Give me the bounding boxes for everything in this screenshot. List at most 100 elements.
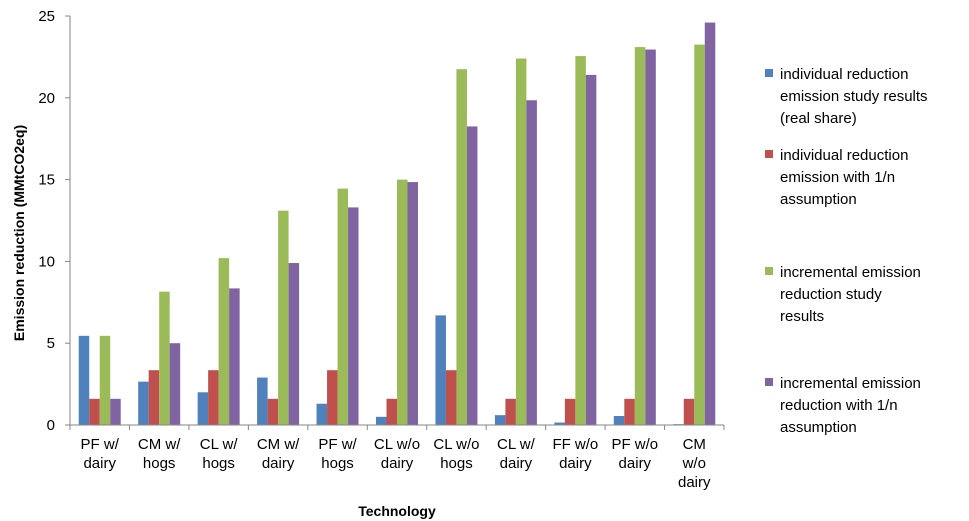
x-tick-label: CL w/hogs — [200, 436, 239, 472]
bar-series-2 — [386, 398, 397, 425]
bar-series-1 — [197, 392, 209, 425]
x-tick-label-line: CL w/ — [497, 436, 536, 453]
x-tick-label: PF w/o dairy — [611, 436, 658, 472]
bar-series-3 — [278, 210, 289, 425]
legend-item-3: incremental emission reduction study resul… — [765, 264, 921, 325]
y-tick-label: 10 — [38, 253, 55, 270]
y-axis-title: Emission reduction (MMtCO2eq) — [11, 125, 27, 341]
y-tick-label: 25 — [38, 8, 55, 25]
x-tick-label-line: PF w/o — [611, 436, 658, 453]
legend-label: incremental emission reduction study resul… — [780, 264, 921, 325]
legend-item-4: incremental emission reduction with 1/n as… — [765, 375, 921, 436]
x-tick-label-line: CM — [683, 436, 706, 453]
bar-series-4 — [407, 182, 418, 425]
bar-series-3 — [456, 69, 467, 426]
x-tick-label-line: PF w/ — [318, 436, 357, 453]
x-tick-label-line: hogs — [202, 455, 235, 472]
legend-item-1: individual reduction emission study resul… — [765, 66, 928, 127]
bar-series-4 — [704, 22, 716, 425]
bar-series-4 — [526, 100, 537, 425]
x-tick-label-line: hogs — [143, 455, 176, 472]
bar-series-4 — [466, 126, 478, 426]
x-tick-label: PF w/hogs — [318, 436, 357, 472]
y-tick-label: 0 — [47, 417, 55, 434]
legend: individual reduction emission study resul… — [765, 66, 928, 436]
legend-swatch — [765, 69, 773, 77]
legend-label-line: assumption — [780, 191, 857, 208]
bar-series-2 — [505, 398, 516, 425]
x-tick-label: FF w/o dairy — [552, 436, 598, 472]
bar-series-1 — [257, 377, 268, 425]
x-tick-label-line: CM w/ — [138, 436, 181, 453]
bar-series-2 — [624, 398, 635, 425]
bar-series-4 — [348, 207, 359, 425]
bar-series-4 — [645, 49, 656, 426]
bar-series-1 — [494, 415, 506, 425]
legend-swatch — [765, 267, 773, 275]
bar-series-3 — [397, 179, 408, 425]
bar-series-3 — [694, 44, 705, 425]
bar-series-1 — [613, 416, 625, 425]
x-tick-label-line: CL w/ — [200, 436, 239, 453]
x-tick-label-line: CL w/o — [374, 436, 420, 453]
bar-series-2 — [148, 370, 160, 425]
y-tick-label: 20 — [38, 90, 55, 107]
x-tick-label: CM w/dairy — [257, 436, 300, 472]
x-tick-label-line: hogs — [440, 455, 473, 472]
legend-label: individual reduction emission with 1/n ass… — [780, 147, 908, 208]
plot-area — [78, 22, 716, 426]
bar-series-3 — [99, 335, 111, 425]
y-tick-label: 5 — [47, 335, 55, 352]
legend-label-line: reduction with 1/n — [780, 397, 898, 414]
x-tick-label-line: CL w/o — [433, 436, 479, 453]
legend-label-line: reduction study — [780, 286, 882, 303]
bar-series-2 — [208, 370, 219, 425]
bar-series-2 — [327, 370, 338, 425]
legend-label-line: individual reduction — [780, 66, 908, 83]
bar-series-1 — [316, 403, 328, 425]
legend-label-line: assumption — [780, 419, 857, 436]
x-tick-label-line: hogs — [321, 455, 354, 472]
bar-series-4 — [288, 263, 300, 425]
legend-label: incremental emission reduction with 1/n as… — [780, 375, 921, 436]
x-axis-title: Technology — [358, 503, 436, 519]
x-tick-label-line: PF w/ — [81, 436, 120, 453]
bar-series-4 — [110, 398, 121, 425]
legend-label-line: individual reduction — [780, 147, 908, 164]
bar-series-2 — [445, 370, 457, 425]
legend-swatch — [765, 378, 773, 386]
bar-series-3 — [634, 47, 646, 426]
bar-series-4 — [585, 74, 597, 426]
x-tick-label: CM w/o dairy — [678, 436, 711, 491]
legend-label-line: emission study results — [780, 88, 928, 105]
x-tick-label-line: dairy — [83, 455, 116, 472]
bar-series-2 — [267, 398, 279, 425]
x-tick-label: CL w/o hogs — [433, 436, 479, 472]
legend-item-2: individual reduction emission with 1/n ass… — [765, 147, 908, 208]
x-tick-label: CL w/o dairy — [374, 436, 420, 472]
legend-label-line: (real share) — [780, 110, 857, 127]
bar-series-2 — [683, 398, 695, 425]
x-tick-label-line: w/o — [682, 455, 706, 472]
bar-series-3 — [515, 58, 527, 425]
legend-swatch — [765, 150, 773, 158]
x-tick-label: CM w/hogs — [138, 436, 181, 472]
legend-label-line: incremental emission — [780, 375, 921, 392]
x-tick-label: CL w/dairy — [497, 436, 536, 472]
y-axis: 0 5 10 15 20 25 — [38, 8, 71, 434]
bar-series-3 — [575, 56, 586, 425]
legend-label-line: incremental emission — [780, 264, 921, 281]
bar-series-3 — [218, 258, 230, 425]
x-tick-label-line: dairy — [619, 455, 652, 472]
bar-series-1 — [138, 381, 149, 425]
legend-label-line: emission with 1/n — [780, 169, 895, 186]
x-tick-label-line: dairy — [381, 455, 414, 472]
legend-label-line: results — [780, 308, 824, 325]
bar-series-4 — [229, 288, 240, 425]
legend-label: individual reduction emission study resul… — [780, 66, 928, 127]
x-tick-label-line: dairy — [559, 455, 592, 472]
bar-series-3 — [337, 188, 349, 425]
bar-series-1 — [435, 315, 446, 425]
